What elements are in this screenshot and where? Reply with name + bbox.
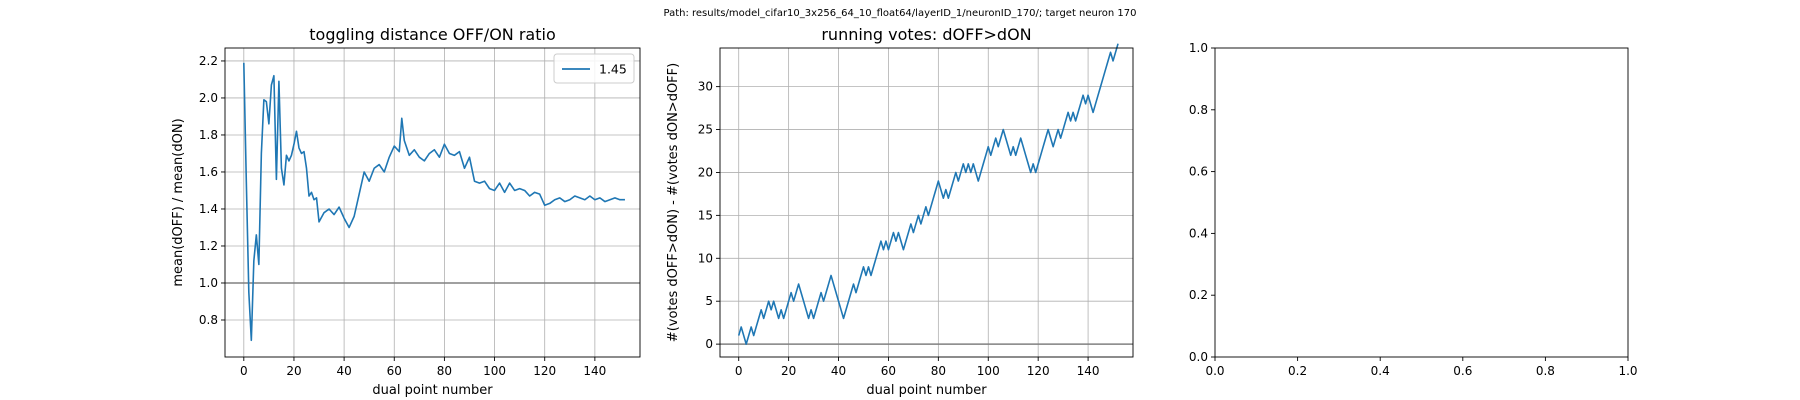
y-tick-label: 2.2 (199, 54, 218, 68)
chart-1: 0 20 40 60 80 100 120 140 0.8 1.0 1.2 1.4 1.6 1.8 2.0 2… (171, 25, 641, 398)
y-tick-label: 0.8 (1189, 103, 1208, 117)
x-tick-label: 0.0 (1205, 364, 1224, 378)
legend-label: 1.45 (599, 62, 627, 77)
x-tick-label: 40 (831, 364, 846, 378)
x-tick-label: 80 (931, 364, 946, 378)
legend: 1.45 (553, 53, 635, 84)
x-tick-label: 20 (286, 364, 301, 378)
y-tick-label: 0 (705, 337, 713, 351)
axes-layer: 0 20 40 60 80 100 120 1400.81.01.21.41.61.82.02… (171, 25, 1638, 398)
axes-frame (1214, 47, 1629, 358)
x-tick-label: 20 (781, 364, 796, 378)
x-tick-label: 0.2 (1288, 364, 1307, 378)
y-tick-label: 20 (698, 165, 713, 179)
x-tick-label: 0.4 (1371, 364, 1390, 378)
y-tick-label: 0.6 (1189, 165, 1208, 179)
y-tick-label: 1.6 (199, 165, 218, 179)
axes-frame (719, 47, 1134, 358)
chart-2: 0 20 40 60 80 100 120 140 0 5 10 15 20 25 30 running vo… (666, 25, 1134, 398)
chart-title: running votes: dOFF>dON (821, 25, 1031, 44)
y-tick-label: 5 (705, 294, 713, 308)
y-tick-label: 25 (698, 123, 713, 137)
legend-box (553, 53, 635, 84)
y-axis-label: #(votes dOFF>dON) - #(votes dON>dOFF) (666, 63, 681, 342)
series-line-1 (737, 43, 1119, 345)
axes-frame (224, 47, 641, 358)
figure-suptitle: Path: results/model_cifar10_3x256_64_10_… (664, 8, 1137, 19)
x-tick-label: 100 (977, 364, 1000, 378)
chart-title: toggling distance OFF/ON ratio (309, 25, 555, 44)
x-axis-label: dual point number (866, 383, 987, 398)
x-tick-label: 0 (735, 364, 743, 378)
x-tick-label: 0 (240, 364, 248, 378)
x-tick-label: 60 (881, 364, 896, 378)
x-tick-label: 1.0 (1618, 364, 1637, 378)
x-tick-label: 140 (1077, 364, 1100, 378)
y-tick-label: 1.8 (199, 128, 218, 142)
x-tick-label: 0.8 (1536, 364, 1555, 378)
y-tick-label: 15 (698, 208, 713, 222)
x-tick-label: 60 (387, 364, 402, 378)
x-tick-label: 80 (437, 364, 452, 378)
x-tick-label: 0.6 (1453, 364, 1472, 378)
y-tick-label: 0.0 (1189, 350, 1208, 364)
y-tick-label: 30 (698, 80, 713, 94)
y-axis-label: mean(dOFF) / mean(dON) (171, 118, 186, 286)
series-line-1 (243, 62, 625, 342)
y-tick-label: 0.4 (1189, 226, 1208, 240)
y-tick-label: 0.8 (199, 313, 218, 327)
x-tick-label: 100 (483, 364, 506, 378)
y-tick-label: 10 (698, 251, 713, 265)
x-tick-label: 40 (336, 364, 351, 378)
y-tick-label: 1.0 (199, 276, 218, 290)
x-tick-label: 120 (1027, 364, 1050, 378)
x-axis-label: dual point number (372, 383, 493, 398)
y-tick-label: 2.0 (199, 91, 218, 105)
x-tick-label: 140 (583, 364, 606, 378)
y-tick-label: 1.2 (199, 239, 218, 253)
y-tick-label: 1.4 (199, 202, 218, 216)
y-tick-label: 1.0 (1189, 41, 1208, 55)
chart-3: 0.0 0.2 0.4 0.6 0.8 1.0 0.0 0.2 0.4 0.6 0.8 1.0 (1189, 41, 1638, 378)
x-tick-label: 120 (533, 364, 556, 378)
y-tick-label: 0.2 (1189, 288, 1208, 302)
